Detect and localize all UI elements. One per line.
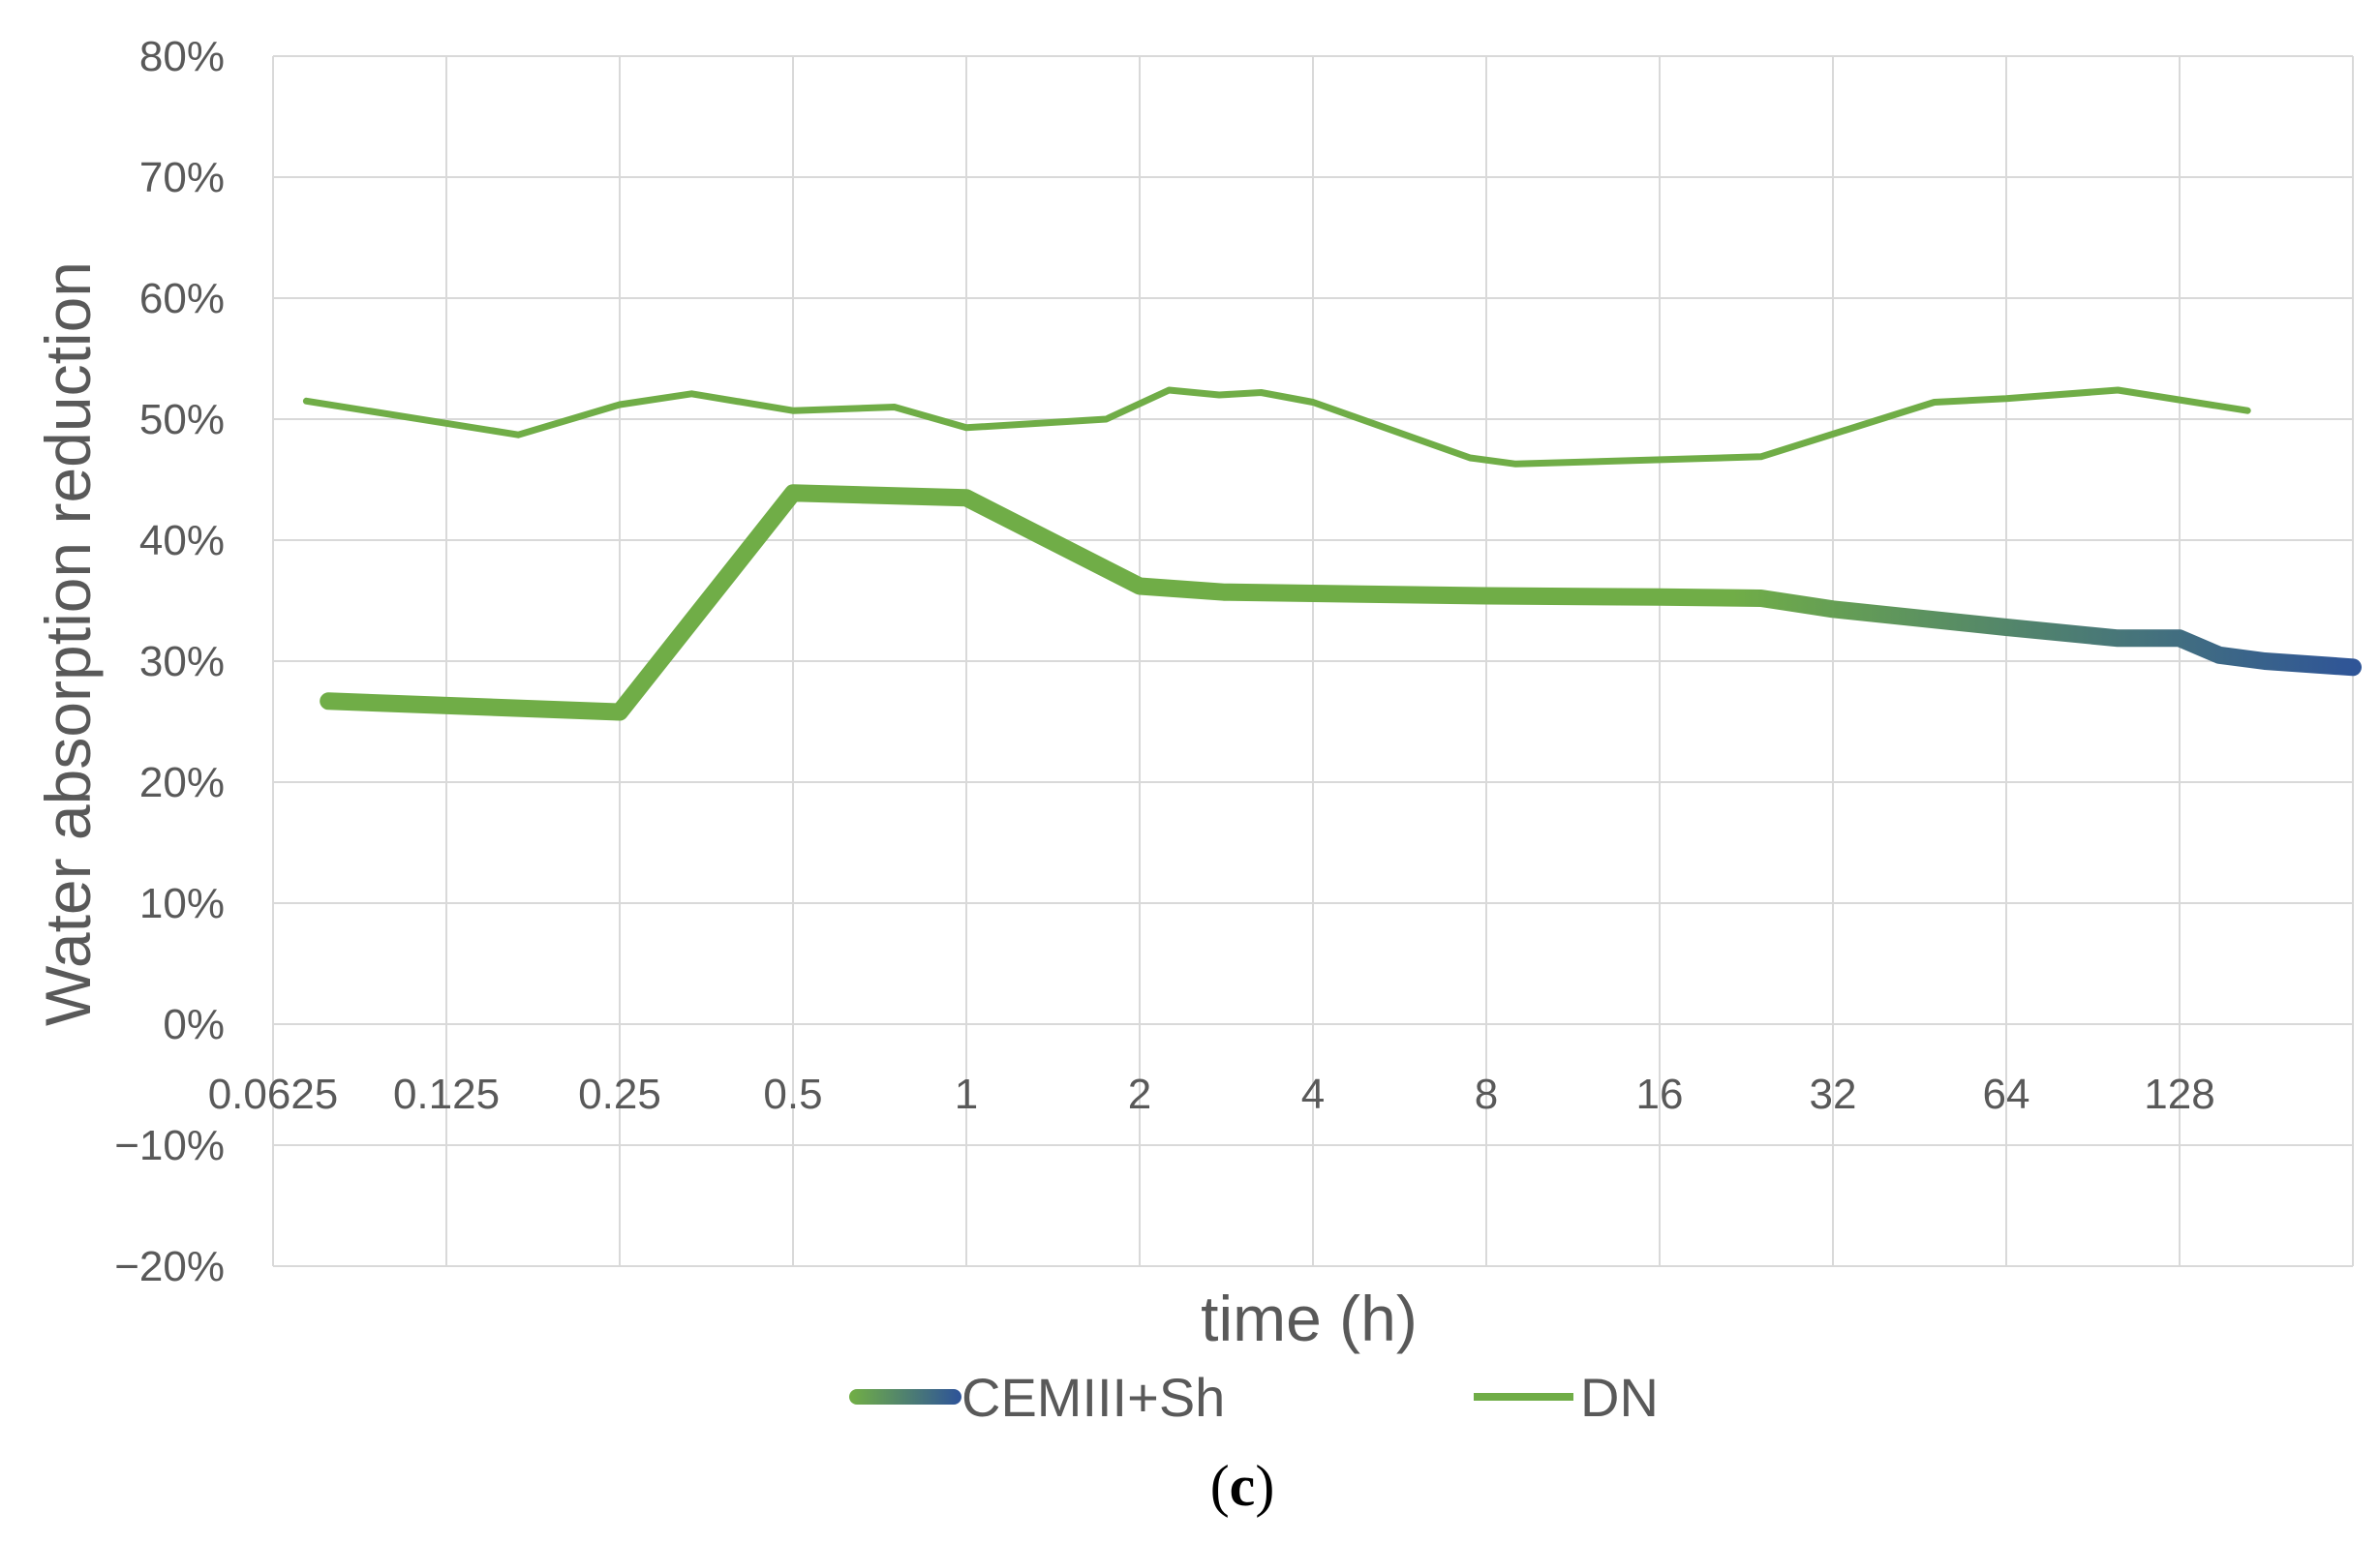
y-tick-label: 80% <box>139 33 225 80</box>
series-line-dn <box>302 386 2251 468</box>
x-tick-label: 0.25 <box>578 1071 661 1118</box>
x-tick-label: 0.125 <box>393 1071 500 1118</box>
x-tick-label: 0.5 <box>763 1071 822 1118</box>
x-tick-label: 4 <box>1301 1071 1325 1118</box>
y-tick-label: 30% <box>139 638 225 685</box>
y-tick-label: 40% <box>139 517 225 564</box>
x-tick-label: 16 <box>1636 1071 1684 1118</box>
legend-label-dn: DN <box>1580 1367 1659 1428</box>
y-tick-label: 70% <box>139 154 225 201</box>
legend-label-cemiii-sh: CEMIII+Sh <box>961 1367 1225 1428</box>
y-tick-label: 50% <box>139 396 225 443</box>
y-tick-label: 0% <box>163 1001 225 1048</box>
caption-close-paren: ) <box>1255 1454 1274 1518</box>
x-tick-label: 64 <box>1983 1071 2030 1118</box>
figure-caption: (c) <box>1210 1454 1275 1518</box>
y-tick-label: −20% <box>114 1243 225 1290</box>
x-tick-label: 8 <box>1475 1071 1498 1118</box>
x-tick-label: 128 <box>2144 1071 2214 1118</box>
gridlines <box>272 55 2354 1267</box>
y-tick-label: 60% <box>139 275 225 322</box>
series-lines <box>302 386 2362 721</box>
y-tick-label: 10% <box>139 880 225 927</box>
series-line-cemiii-sh <box>320 484 2362 721</box>
x-tick-label: 2 <box>1128 1071 1151 1118</box>
legend: CEMIII+Sh DN <box>849 1367 1659 1428</box>
y-tick-labels: 80% 70% 60% 50% 40% 30% 20% 10% 0% −10% −20% <box>114 33 225 1290</box>
x-tick-label: 32 <box>1810 1071 1857 1118</box>
x-tick-labels: 0.0625 0.125 0.25 0.5 1 2 4 8 16 32 64 128 <box>208 1071 2215 1118</box>
y-tick-label: −10% <box>114 1122 225 1169</box>
y-axis-title: Water absorption reduction <box>32 261 104 1026</box>
x-tick-label: 0.0625 <box>208 1071 339 1118</box>
x-tick-label: 1 <box>955 1071 978 1118</box>
x-axis-title: time (h) <box>1201 1283 1418 1354</box>
caption-letter: c <box>1230 1454 1256 1518</box>
caption-open-paren: ( <box>1210 1454 1230 1518</box>
y-tick-label: 20% <box>139 759 225 806</box>
